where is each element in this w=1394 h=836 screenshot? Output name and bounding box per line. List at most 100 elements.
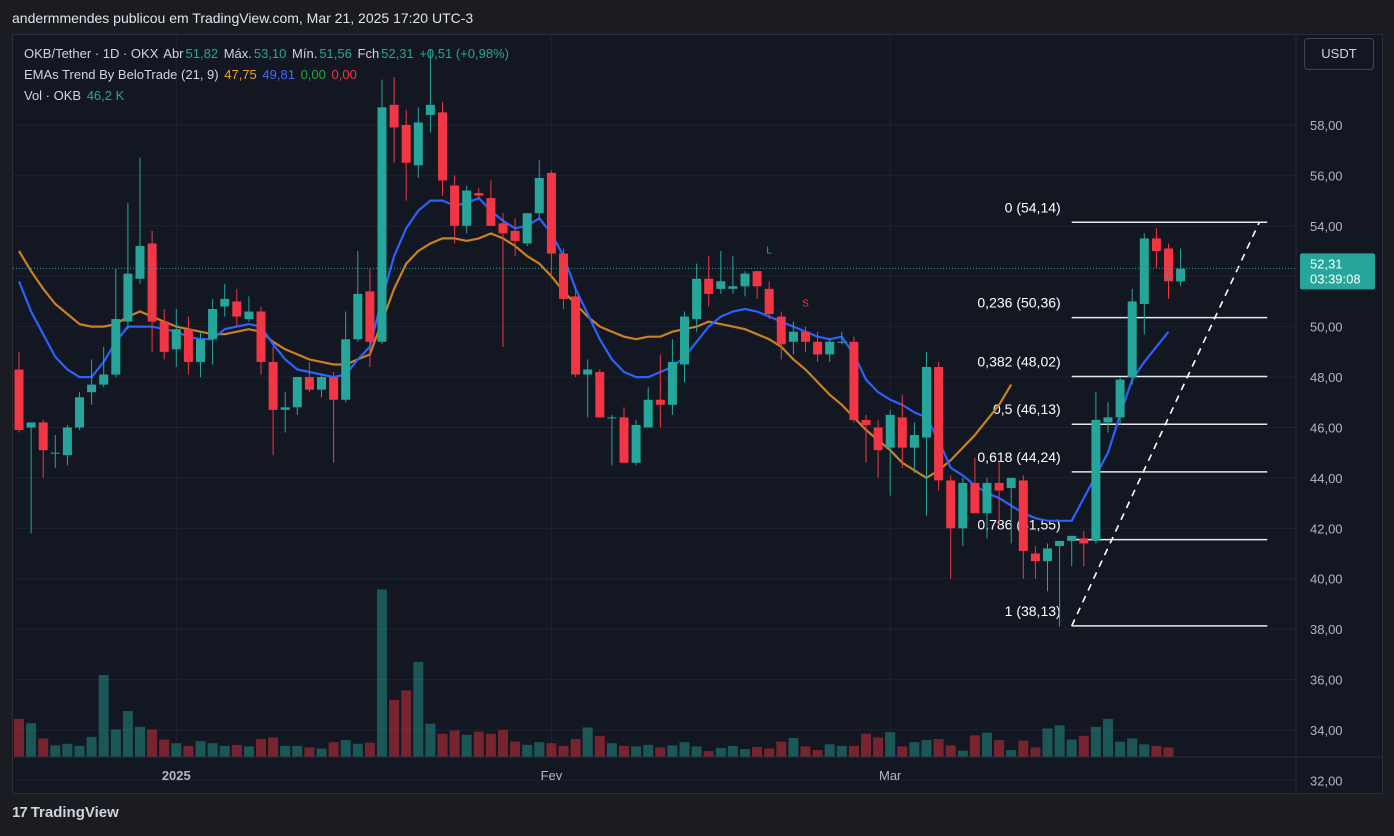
candle-15 bbox=[196, 331, 205, 378]
legend-ema21-value: 47,75 bbox=[224, 67, 257, 82]
candle-19 bbox=[244, 296, 254, 322]
candle-31 bbox=[389, 77, 399, 163]
candle-81 bbox=[994, 460, 1004, 526]
candle-body-10 bbox=[135, 245, 145, 279]
candle-16 bbox=[208, 298, 218, 365]
candle-body-34 bbox=[425, 104, 435, 115]
candle-body-59 bbox=[728, 286, 738, 289]
candle-body-14 bbox=[183, 329, 193, 362]
tradingview-logo-icon: 17 bbox=[12, 804, 28, 821]
candle-9 bbox=[123, 203, 133, 330]
candle-body-88 bbox=[1079, 538, 1089, 544]
candle-body-18 bbox=[232, 301, 242, 317]
candle-24 bbox=[304, 361, 314, 393]
candle-66 bbox=[813, 331, 823, 362]
candle-6 bbox=[87, 359, 97, 405]
candle-body-32 bbox=[401, 124, 411, 163]
volume-bar-10 bbox=[135, 726, 145, 757]
volume-bar-63 bbox=[776, 741, 787, 757]
candle-42 bbox=[522, 213, 532, 246]
candle-body-46 bbox=[571, 296, 581, 375]
candle-body-13 bbox=[171, 329, 181, 350]
candle-1 bbox=[26, 422, 36, 534]
candle-body-45 bbox=[559, 253, 568, 299]
candle-body-65 bbox=[801, 331, 810, 342]
volume-bar-56 bbox=[691, 746, 702, 757]
legend-close-label: Fch bbox=[357, 46, 380, 61]
candle-33 bbox=[413, 107, 423, 178]
candle-11 bbox=[147, 230, 157, 352]
candle-body-61 bbox=[752, 271, 762, 287]
legend-ema-v3: 0,00 bbox=[300, 67, 326, 82]
candle-45 bbox=[559, 248, 568, 309]
candle-82 bbox=[1006, 477, 1016, 544]
volume-bar-36 bbox=[449, 730, 460, 757]
candle-body-28 bbox=[353, 293, 363, 340]
candle-8 bbox=[111, 268, 121, 378]
volume-bar-23 bbox=[292, 745, 303, 757]
price-tag-countdown: 03:39:08 bbox=[1310, 271, 1361, 286]
legend-volume-name[interactable]: Vol · OKB bbox=[24, 88, 82, 103]
legend-ema9-value: 49,81 bbox=[262, 67, 295, 82]
candle-body-3 bbox=[50, 452, 60, 454]
y-tick-label-9: 50,00 bbox=[1310, 320, 1343, 335]
candle-body-16 bbox=[208, 309, 218, 340]
tradingview-logo[interactable]: 17 TradingView bbox=[12, 804, 119, 821]
candle-body-57 bbox=[704, 278, 714, 294]
candle-body-11 bbox=[147, 243, 157, 322]
volume-bar-58 bbox=[715, 748, 726, 757]
candle-body-36 bbox=[450, 185, 460, 226]
volume-bar-6 bbox=[86, 736, 97, 757]
candle-61 bbox=[752, 271, 762, 299]
candle-93 bbox=[1139, 233, 1149, 335]
volume-bar-62 bbox=[764, 748, 775, 757]
candle-body-41 bbox=[510, 230, 520, 241]
price-tag-box bbox=[1300, 253, 1375, 290]
candle-body-33 bbox=[413, 122, 423, 166]
volume-bar-70 bbox=[861, 733, 871, 757]
candle-body-58 bbox=[716, 281, 726, 289]
volume-bar-57 bbox=[703, 751, 714, 757]
candle-63 bbox=[776, 311, 786, 360]
volume-bar-41 bbox=[510, 741, 521, 757]
candle-body-39 bbox=[486, 198, 496, 226]
candle-92 bbox=[1127, 288, 1137, 385]
currency-button[interactable]: USDT bbox=[1304, 38, 1374, 70]
candle-34 bbox=[425, 49, 435, 133]
candle-body-75 bbox=[922, 366, 931, 438]
volume-bar-13 bbox=[171, 743, 182, 757]
candle-body-54 bbox=[667, 361, 677, 405]
candle-78 bbox=[958, 477, 968, 546]
legend-symbol[interactable]: OKB/Tether · 1D · OKX bbox=[24, 46, 159, 61]
volume-bar-42 bbox=[522, 744, 533, 757]
candle-64 bbox=[788, 321, 798, 355]
y-tick-label-11: 54,00 bbox=[1310, 219, 1343, 234]
legend-low-value: 51,56 bbox=[319, 46, 352, 61]
volume-bar-66 bbox=[812, 750, 823, 757]
candle-body-71 bbox=[873, 427, 883, 451]
candle-body-78 bbox=[958, 482, 968, 529]
candle-44 bbox=[546, 170, 556, 279]
candle-94 bbox=[1151, 228, 1161, 269]
candlestick-chart[interactable]: 0 (54,14) 0,236 (50,36) 0,382 (48,02) 0,5 (… bbox=[13, 35, 1382, 793]
volume-bar-77 bbox=[945, 745, 956, 757]
volume-bar-47 bbox=[582, 727, 593, 757]
candle-58 bbox=[716, 251, 726, 294]
volume-bar-84 bbox=[1030, 747, 1041, 757]
volume-bar-45 bbox=[558, 745, 569, 757]
legend-ema-name[interactable]: EMAs Trend By BeloTrade (21, 9) bbox=[24, 67, 219, 82]
chart-pane[interactable]: 0 (54,14) 0,236 (50,36) 0,382 (48,02) 0,5 (… bbox=[12, 34, 1383, 794]
candle-body-31 bbox=[389, 104, 399, 128]
volume-bar-38 bbox=[473, 731, 484, 757]
legend-close-value: 52,31 bbox=[381, 46, 414, 61]
candle-10 bbox=[135, 157, 145, 284]
candle-60 bbox=[740, 271, 750, 297]
candle-body-7 bbox=[99, 374, 109, 385]
volume-bar-48 bbox=[594, 735, 605, 757]
candle-body-68 bbox=[837, 341, 847, 343]
candle-body-21 bbox=[268, 361, 278, 410]
candle-body-49 bbox=[607, 417, 617, 419]
candle-14 bbox=[183, 316, 193, 375]
volume-bar-26 bbox=[328, 742, 339, 757]
fib-level-label-4: 0,618 (44,24) bbox=[977, 449, 1060, 465]
